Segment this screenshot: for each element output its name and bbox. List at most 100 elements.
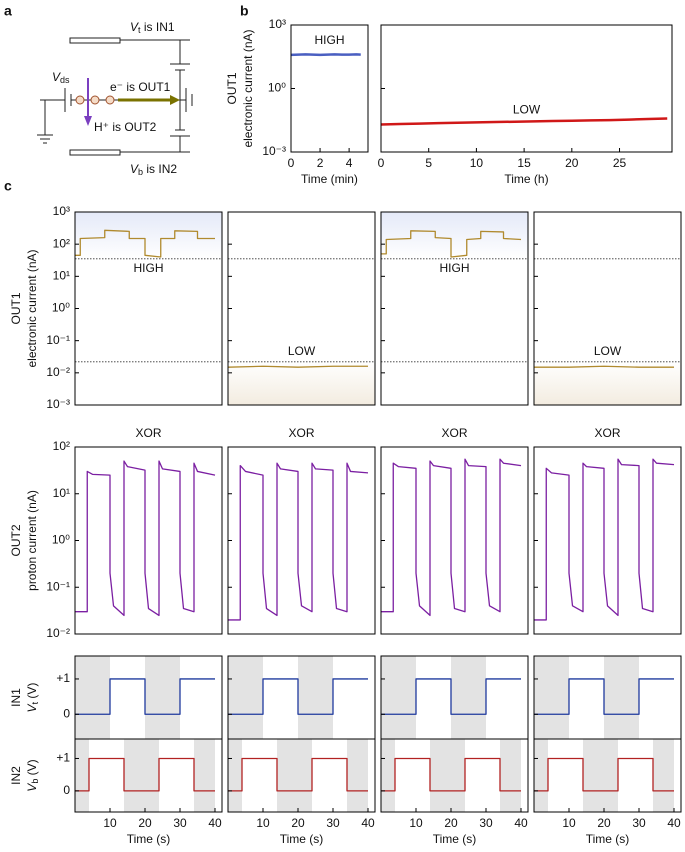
x-tick-label: 10 [409,816,423,830]
plot-frame [227,738,376,813]
x-tick-label: 30 [173,816,187,830]
x-tick-label: 30 [326,816,340,830]
ion [105,95,115,105]
x-tick-label: 30 [632,816,646,830]
y-axis-label: Vb (V) [25,759,40,791]
y-axis-label-part: (V) [25,759,39,778]
plot-frame [533,738,682,813]
x-tick-label: 20 [291,816,305,830]
label-part: V [52,70,61,84]
x-tick-label: 40 [361,816,375,830]
x-axis-label: Time (s) [586,832,630,846]
annotation: HIGH [440,261,470,275]
y-tick-label: +1 [56,751,70,765]
data-line [381,757,521,792]
plot-frame [74,738,223,813]
annotation: LOW [594,344,622,358]
input-low-region [124,739,159,812]
y-axis-label: IN2 [9,766,23,785]
x-tick-label: 0 [288,156,295,170]
input-low-region [277,739,312,812]
input-low-region [534,656,569,739]
data-line [534,458,675,621]
x-tick-label: 40 [208,816,222,830]
data-line [534,757,674,792]
x-tick-label: 10 [103,816,117,830]
y-tick-label: 10⁻¹ [46,579,70,593]
arrow-head [84,116,92,126]
y-tick-label: 10⁻³ [262,144,286,158]
x-axis-label: Time (h) [504,172,548,186]
plot-frame [380,738,529,813]
data-line [75,229,215,258]
x-tick-label: 5 [425,156,432,170]
circuit-diagram [37,37,193,156]
label-part: is IN1 [141,20,175,34]
y-tick-label: 10² [53,236,70,250]
high-region [381,212,528,259]
x-tick-label: 10 [562,816,576,830]
y-axis-label-part: V [25,783,39,792]
annotation: XOR [135,426,161,440]
y-tick-label: 10⁻¹ [46,333,70,347]
label: Vt is IN1 [130,20,175,35]
top-gate [69,37,121,44]
input-low-region [604,656,639,739]
data-line [75,757,215,792]
y-axis-label-part: t [30,701,40,704]
low-region [228,361,375,405]
data-line [381,678,521,715]
input-low-region [145,656,180,739]
input-low-region [75,656,110,739]
y-axis-label-part: (V) [25,683,39,702]
x-axis-label: Time (s) [127,832,171,846]
plot-frame [380,24,673,153]
y-axis-label: proton current (nA) [25,490,39,591]
label: Vb is IN2 [130,162,177,177]
y-tick-label: 0 [63,783,70,797]
input-low-region [298,656,333,739]
data-line [227,365,368,368]
ion [75,95,85,105]
y-tick-label: 10¹ [53,486,70,500]
x-axis-label: Time (min) [301,172,358,186]
y-tick-label: 10⁻³ [46,397,70,411]
annotation: LOW [513,103,541,117]
input-low-region [381,739,395,812]
input-low-region [451,656,486,739]
x-axis-label: Time (s) [280,832,324,846]
x-tick-label: 2 [317,156,324,170]
input-low-region [75,739,89,812]
label-part: t [138,25,141,35]
high-region [75,212,222,259]
y-axis-label: OUT1 [9,292,23,324]
x-tick-label: 4 [346,156,353,170]
input-low-region [583,739,618,812]
y-axis-label: electronic current (nA) [241,29,255,147]
y-tick-label: +1 [56,671,70,685]
y-axis-label: Vt (V) [25,683,40,713]
data-line [228,678,368,715]
label-part: V [130,20,139,34]
ion [90,95,100,105]
label-part: V [130,162,139,176]
y-axis-label-part: V [25,703,39,712]
x-axis-label: Time (s) [433,832,477,846]
x-tick-label: 10 [470,156,484,170]
arrow-head [170,95,180,105]
x-tick-label: 20 [597,816,611,830]
low-region [534,361,681,405]
panel-label: b [240,3,249,19]
y-tick-label: 0 [63,706,70,720]
annotation: LOW [288,344,316,358]
y-axis-label: OUT1 [225,72,239,104]
data-line [75,678,215,715]
label-part: b [138,167,143,177]
y-tick-label: 10⁻² [46,626,70,640]
x-tick-label: 15 [517,156,531,170]
x-tick-label: 20 [565,156,579,170]
x-tick-label: 20 [138,816,152,830]
x-tick-label: 0 [378,156,385,170]
